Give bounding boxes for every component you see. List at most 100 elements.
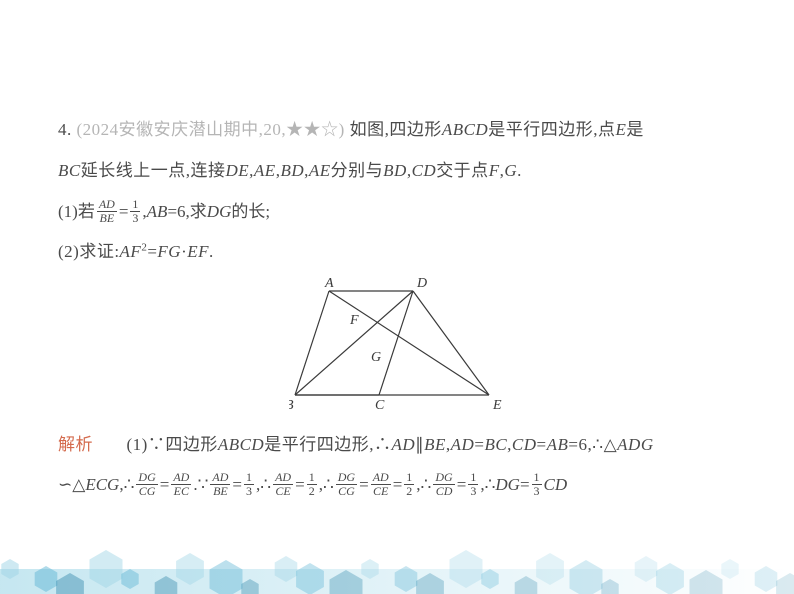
t: ,∴ (119, 466, 134, 503)
n: DG (433, 471, 454, 485)
t: = (295, 466, 305, 503)
t: = (457, 466, 467, 503)
fraction-1-3: 1 3 (130, 198, 140, 225)
n: DG (136, 471, 157, 485)
background-hexagons (0, 514, 794, 594)
t: ∽△ (58, 466, 85, 503)
t: ,∴ (319, 466, 334, 503)
t: AF (120, 242, 142, 261)
t: = (520, 466, 530, 503)
t: = (119, 192, 129, 233)
t: ,∴ (480, 466, 495, 503)
svg-text:C: C (375, 398, 385, 413)
t: 交于点 (436, 161, 489, 180)
t: BD (280, 161, 304, 180)
t: DE (225, 161, 249, 180)
d: BE (211, 485, 230, 498)
n: 1 (307, 471, 317, 485)
svg-text:G: G (371, 350, 381, 365)
svg-text:F: F (349, 313, 359, 328)
t: = (393, 466, 403, 503)
t: (1)若 (58, 192, 95, 233)
n: 1 (532, 471, 542, 485)
frac-den: 3 (130, 212, 140, 225)
n: AD (210, 471, 230, 485)
t: AE (309, 161, 331, 180)
n: 1 (244, 471, 254, 485)
t: 是平行四边形,点 (488, 120, 615, 139)
t: 是平行四边形,∴ (264, 435, 391, 454)
t: =6,求 (167, 192, 206, 233)
d: 3 (468, 485, 478, 498)
svg-text:D: D (416, 277, 427, 291)
solution-line-1: 解析 (1)∵四边形ABCD是平行四边形,∴AD∥BE,AD=BC,CD=AB=… (58, 425, 739, 466)
problem-q2: (2)求证:AF2=FG·EF. (58, 232, 739, 273)
t: 分别与 (331, 161, 384, 180)
problem-source: (2024安徽安庆潜山期中,20,★★☆) (77, 120, 345, 139)
fraction: 12 (307, 471, 317, 498)
d: 2 (404, 485, 414, 498)
frac-den: BE (97, 212, 116, 225)
t: CD (412, 161, 437, 180)
fraction: 12 (404, 471, 414, 498)
n: AD (371, 471, 391, 485)
n: 1 (468, 471, 478, 485)
t: = (474, 435, 484, 454)
t: F (489, 161, 500, 180)
t: 是 (626, 120, 644, 139)
t: CD (544, 466, 568, 503)
n: AD (273, 471, 293, 485)
t: 的长; (231, 192, 270, 233)
fraction: ADCE (273, 471, 293, 498)
fraction: DGCG (136, 471, 157, 498)
t: 如图,四边形 (350, 120, 442, 139)
problem-line-2: BC延长线上一点,连接DE,AE,BD,AE分别与BD,CD交于点F,G. (58, 151, 739, 192)
t: ADG (617, 435, 653, 454)
t: CD (512, 435, 537, 454)
t: = (147, 242, 157, 261)
t: EF (187, 242, 209, 261)
svg-text:E: E (492, 398, 502, 413)
fraction: ADBE (210, 471, 230, 498)
d: 3 (244, 485, 254, 498)
frac-num: 1 (130, 198, 140, 212)
problem-q1: (1)若 AD BE = 1 3 , AB =6,求 DG 的长; (58, 192, 739, 233)
solution-label: 解析 (58, 435, 93, 454)
geometry-diagram: ABCDEFG (289, 277, 509, 417)
t: DG (495, 466, 520, 503)
t: AB (547, 435, 569, 454)
t: ,∴ (416, 466, 431, 503)
t: = (537, 435, 547, 454)
t: AE (254, 161, 276, 180)
t: AD (391, 435, 415, 454)
fraction: 13 (468, 471, 478, 498)
t: DG (207, 192, 232, 233)
t: = (160, 466, 170, 503)
t: FG (157, 242, 181, 261)
t: . (517, 161, 522, 180)
t: G (504, 161, 517, 180)
t: = (232, 466, 242, 503)
n: DG (336, 471, 357, 485)
t: =6,∴△ (568, 435, 617, 454)
solution-line-2: ∽△ ECG ,∴ DGCG = ADEC .∵ ADBE = 13 ,∴ AD… (58, 466, 739, 503)
problem-number: 4. (58, 120, 72, 139)
fraction-ad-be: AD BE (97, 198, 117, 225)
d: CG (137, 485, 158, 498)
d: CE (273, 485, 292, 498)
t: BC (484, 435, 507, 454)
t: AB (147, 192, 168, 233)
fraction: ADCE (371, 471, 391, 498)
d: CD (434, 485, 455, 498)
t: ABCD (442, 120, 488, 139)
d: 3 (532, 485, 542, 498)
n: AD (171, 471, 191, 485)
t: AD (451, 435, 475, 454)
d: 2 (307, 485, 317, 498)
t: BE (424, 435, 446, 454)
t: .∵ (193, 466, 208, 503)
problem-line-1: 4. (2024安徽安庆潜山期中,20,★★☆) 如图,四边形ABCD是平行四边… (58, 110, 739, 151)
n: 1 (404, 471, 414, 485)
t: ,∴ (256, 466, 271, 503)
t: E (615, 120, 626, 139)
